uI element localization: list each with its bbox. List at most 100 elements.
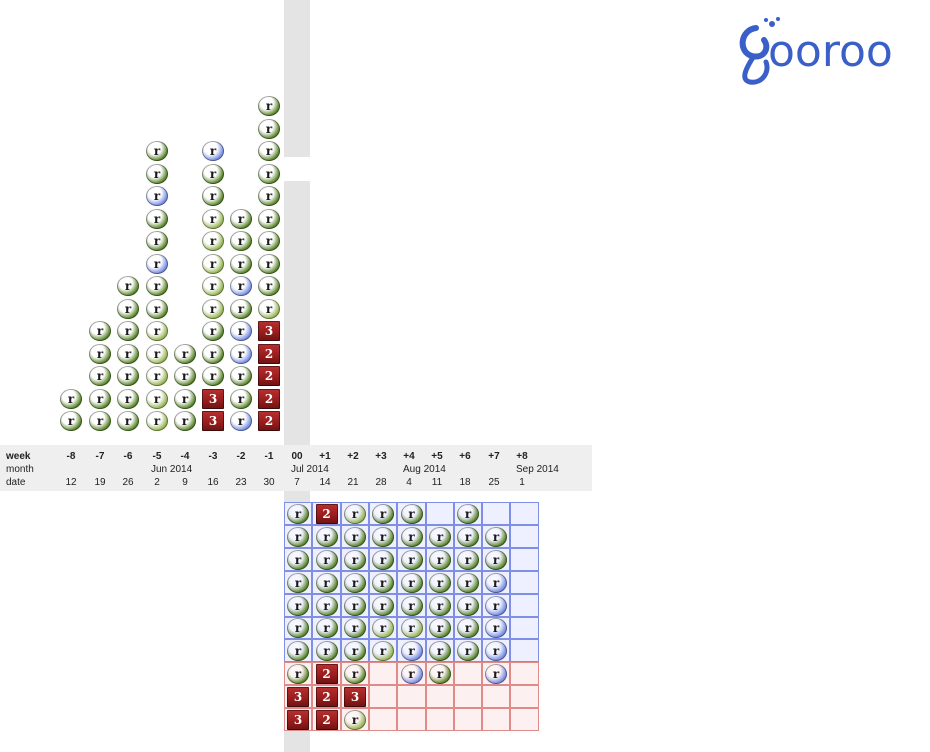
schedule-grid-cell[interactable]: [454, 685, 482, 708]
past-item-token[interactable]: r: [146, 276, 168, 296]
future-item-token[interactable]: r: [457, 595, 479, 616]
past-item-token[interactable]: 2: [258, 389, 280, 409]
schedule-grid-cell[interactable]: [369, 662, 397, 685]
schedule-grid-cell[interactable]: [369, 685, 397, 708]
future-item-token[interactable]: r: [485, 526, 507, 547]
future-item-token[interactable]: r: [344, 618, 366, 638]
future-item-token[interactable]: r: [372, 595, 394, 616]
past-item-token[interactable]: 3: [202, 389, 224, 409]
schedule-grid-cell[interactable]: [510, 594, 539, 617]
future-item-token[interactable]: r: [429, 640, 451, 661]
past-item-token[interactable]: r: [258, 276, 280, 296]
past-item-token[interactable]: r: [146, 411, 168, 431]
future-item-token[interactable]: r: [485, 640, 507, 661]
past-item-token[interactable]: r: [202, 299, 224, 319]
future-item-token[interactable]: r: [485, 572, 507, 593]
future-item-token[interactable]: r: [287, 618, 309, 638]
past-item-token[interactable]: r: [230, 231, 252, 251]
future-item-token[interactable]: r: [457, 503, 479, 524]
future-item-token[interactable]: r: [372, 572, 394, 593]
schedule-grid-cell[interactable]: [510, 708, 539, 731]
schedule-grid-cell[interactable]: [454, 708, 482, 731]
past-item-token[interactable]: r: [117, 321, 139, 341]
schedule-grid-cell[interactable]: [510, 525, 539, 548]
past-item-token[interactable]: r: [202, 231, 224, 251]
past-item-token[interactable]: r: [146, 299, 168, 319]
future-item-token[interactable]: r: [372, 526, 394, 547]
future-item-token[interactable]: r: [315, 549, 338, 570]
past-item-token[interactable]: r: [89, 321, 111, 341]
past-item-token[interactable]: r: [230, 411, 252, 431]
future-item-token[interactable]: r: [485, 595, 507, 616]
future-item-token[interactable]: 3: [344, 686, 366, 707]
past-item-token[interactable]: r: [230, 321, 252, 341]
future-item-token[interactable]: r: [400, 595, 423, 616]
future-item-token[interactable]: 2: [315, 663, 338, 684]
future-item-token[interactable]: r: [457, 572, 479, 593]
past-item-token[interactable]: 3: [258, 321, 280, 341]
past-item-token[interactable]: r: [60, 411, 82, 431]
future-item-token[interactable]: r: [344, 549, 366, 570]
future-item-token[interactable]: r: [485, 663, 507, 684]
future-item-token[interactable]: 2: [315, 503, 338, 524]
future-item-token[interactable]: r: [485, 618, 507, 638]
future-item-token[interactable]: r: [485, 549, 507, 570]
past-item-token[interactable]: r: [89, 344, 111, 364]
past-item-token[interactable]: r: [202, 209, 224, 229]
future-item-token[interactable]: r: [400, 663, 423, 684]
future-item-token[interactable]: r: [344, 663, 366, 684]
future-item-token[interactable]: r: [287, 595, 309, 616]
future-item-token[interactable]: r: [400, 618, 423, 638]
past-item-token[interactable]: 2: [258, 411, 280, 431]
past-item-token[interactable]: r: [89, 411, 111, 431]
past-item-token[interactable]: r: [146, 141, 168, 161]
past-item-token[interactable]: r: [202, 366, 224, 386]
past-item-token[interactable]: r: [230, 209, 252, 229]
past-item-token[interactable]: r: [146, 164, 168, 184]
future-item-token[interactable]: r: [315, 618, 338, 638]
past-item-token[interactable]: r: [60, 389, 82, 409]
future-item-token[interactable]: 2: [315, 686, 338, 707]
past-item-token[interactable]: r: [117, 299, 139, 319]
future-item-token[interactable]: r: [429, 572, 451, 593]
past-item-token[interactable]: r: [146, 344, 168, 364]
future-item-token[interactable]: r: [315, 640, 338, 661]
past-item-token[interactable]: r: [117, 344, 139, 364]
future-item-token[interactable]: r: [372, 549, 394, 570]
schedule-grid-cell[interactable]: [369, 708, 397, 731]
past-item-token[interactable]: r: [230, 366, 252, 386]
future-item-token[interactable]: 3: [287, 686, 309, 707]
past-item-token[interactable]: r: [174, 389, 196, 409]
future-item-token[interactable]: r: [429, 595, 451, 616]
schedule-grid-cell[interactable]: [510, 685, 539, 708]
future-item-token[interactable]: r: [344, 572, 366, 593]
past-item-token[interactable]: r: [146, 186, 168, 206]
past-item-token[interactable]: r: [174, 344, 196, 364]
schedule-grid-cell[interactable]: [454, 662, 482, 685]
past-item-token[interactable]: r: [146, 231, 168, 251]
future-item-token[interactable]: 2: [315, 709, 338, 730]
future-item-token[interactable]: r: [287, 526, 309, 547]
future-item-token[interactable]: r: [344, 526, 366, 547]
past-item-token[interactable]: r: [258, 231, 280, 251]
schedule-grid-cell[interactable]: [397, 708, 426, 731]
past-item-token[interactable]: r: [230, 276, 252, 296]
schedule-grid-cell[interactable]: [426, 685, 454, 708]
future-item-token[interactable]: r: [400, 572, 423, 593]
future-item-token[interactable]: r: [315, 595, 338, 616]
future-item-token[interactable]: r: [400, 549, 423, 570]
future-item-token[interactable]: r: [315, 526, 338, 547]
future-item-token[interactable]: r: [429, 549, 451, 570]
future-item-token[interactable]: r: [457, 526, 479, 547]
past-item-token[interactable]: r: [146, 366, 168, 386]
future-item-token[interactable]: r: [429, 618, 451, 638]
past-item-token[interactable]: r: [89, 389, 111, 409]
past-item-token[interactable]: r: [258, 186, 280, 206]
future-item-token[interactable]: r: [457, 618, 479, 638]
past-item-token[interactable]: 2: [258, 366, 280, 386]
future-item-token[interactable]: r: [429, 663, 451, 684]
past-item-token[interactable]: r: [117, 389, 139, 409]
past-item-token[interactable]: 3: [202, 411, 224, 431]
schedule-grid-cell[interactable]: [426, 502, 454, 525]
past-item-token[interactable]: r: [174, 411, 196, 431]
